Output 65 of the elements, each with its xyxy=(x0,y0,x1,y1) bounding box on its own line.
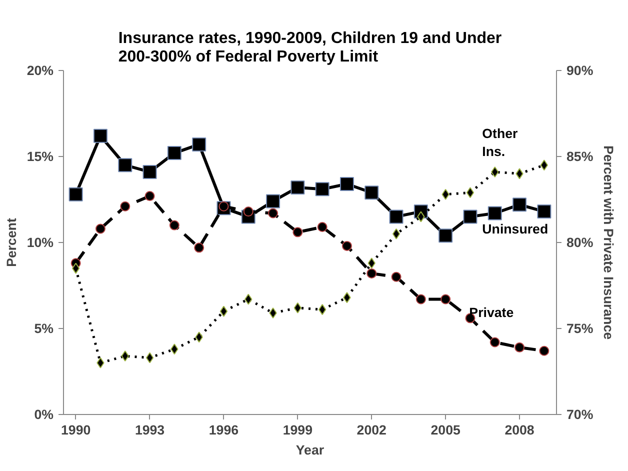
y2-tick-label: 75% xyxy=(566,321,594,336)
point xyxy=(194,242,204,253)
point xyxy=(93,128,108,143)
x-tick-label: 2008 xyxy=(504,422,534,438)
series-label: Other Ins. xyxy=(482,126,518,160)
y2-tick-label: 70% xyxy=(566,407,594,422)
point xyxy=(292,227,303,238)
x-tick-label: 2002 xyxy=(356,422,386,438)
x-tick-label: 2005 xyxy=(430,422,461,438)
point xyxy=(142,164,157,179)
point xyxy=(68,187,83,202)
point xyxy=(340,177,354,192)
point xyxy=(463,210,478,224)
y2-axis-title: Percent with Private Insurance xyxy=(601,145,616,340)
point xyxy=(490,337,500,348)
chart-title: Insurance rates, 1990-2009, Children 19 and Under 200-300% of Federal Poverty Limit xyxy=(118,30,502,66)
y-tick-label: 5% xyxy=(34,321,54,336)
point xyxy=(220,306,228,317)
point xyxy=(192,137,206,152)
x-tick-label: 1999 xyxy=(282,422,313,438)
point xyxy=(514,342,525,352)
point xyxy=(315,182,330,196)
point xyxy=(364,186,379,200)
point xyxy=(144,191,155,202)
point xyxy=(440,294,451,304)
point xyxy=(146,352,154,364)
point xyxy=(391,272,402,282)
point xyxy=(366,268,377,278)
x-tick-label: 1996 xyxy=(208,422,239,438)
y-tick-label: 15% xyxy=(26,149,54,164)
point xyxy=(167,146,182,160)
point xyxy=(466,187,474,198)
point xyxy=(540,160,548,171)
y2-tick-label: 85% xyxy=(566,149,594,164)
series-label: Uninsured xyxy=(482,222,548,237)
point xyxy=(169,220,180,230)
y-axis-title: Percent xyxy=(4,217,19,267)
point xyxy=(120,201,130,212)
point xyxy=(438,228,453,243)
x-axis-title: Year xyxy=(296,442,324,458)
y-tick-label: 0% xyxy=(34,407,54,422)
y-tick-label: 10% xyxy=(26,235,54,250)
x-tick-label: 1993 xyxy=(134,422,165,438)
point xyxy=(318,304,326,316)
series-label: Private xyxy=(469,304,514,320)
point xyxy=(537,204,552,219)
point xyxy=(95,224,106,234)
point xyxy=(392,228,400,240)
point xyxy=(416,294,426,304)
point xyxy=(290,180,305,194)
point xyxy=(342,240,352,251)
point xyxy=(539,346,550,356)
point xyxy=(389,210,404,224)
point xyxy=(118,158,132,172)
point xyxy=(72,262,80,274)
point xyxy=(512,198,527,212)
y2-tick-label: 80% xyxy=(566,235,594,250)
point xyxy=(294,302,302,314)
point xyxy=(488,206,502,220)
y2-tick-label: 90% xyxy=(566,63,594,78)
x-tick-label: 1990 xyxy=(61,422,91,438)
y-tick-label: 20% xyxy=(26,63,54,78)
point xyxy=(317,222,328,232)
point xyxy=(266,194,280,208)
point xyxy=(268,208,278,218)
